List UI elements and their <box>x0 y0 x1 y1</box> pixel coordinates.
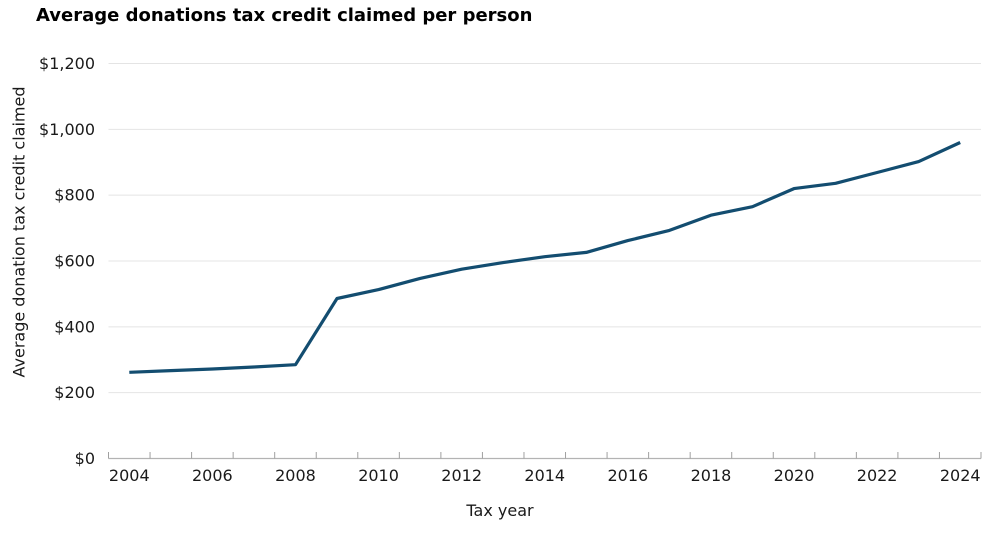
x-tick-label: 2014 <box>524 466 565 485</box>
x-tick-label: 2024 <box>940 466 981 485</box>
x-tick-label: 2004 <box>109 466 150 485</box>
y-tick-label: $400 <box>54 317 95 336</box>
y-tick-label: $200 <box>54 383 95 402</box>
x-tick-label: 2010 <box>358 466 399 485</box>
x-tick-label: 2006 <box>192 466 233 485</box>
x-axis-title: Tax year <box>466 501 534 520</box>
x-tick-label: 2008 <box>275 466 316 485</box>
data-line <box>129 141 961 374</box>
y-tick-label: $1,200 <box>39 54 95 73</box>
y-tick-label: $1,000 <box>39 120 95 139</box>
x-tick-label: 2016 <box>607 466 648 485</box>
y-tick-label: $800 <box>54 186 95 205</box>
x-tick-label: 2022 <box>857 466 898 485</box>
x-tick-label: 2020 <box>774 466 815 485</box>
chart-title: Average donations tax credit claimed per… <box>36 5 533 26</box>
x-tick-label: 2012 <box>441 466 482 485</box>
y-tick-label: $600 <box>54 252 95 271</box>
y-tick-label: $0 <box>75 449 95 468</box>
x-tick-label: 2018 <box>691 466 732 485</box>
